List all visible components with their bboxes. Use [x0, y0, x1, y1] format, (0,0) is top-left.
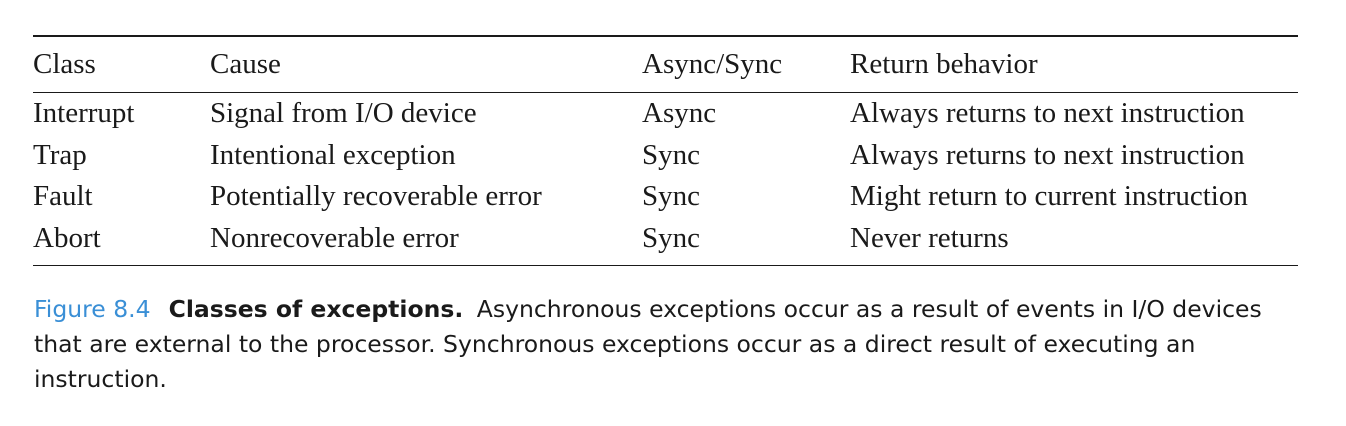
table-row: Fault Potentially recoverable error Sync… — [33, 176, 1298, 218]
table-row: Trap Intentional exception Sync Always r… — [33, 135, 1298, 177]
header-cause: Cause — [210, 48, 281, 80]
figure-title: Classes of exceptions. — [168, 295, 464, 323]
table-row: Abort Nonrecoverable error Sync Never re… — [33, 218, 1298, 260]
cell-async-sync: Sync — [642, 138, 700, 171]
cell-class: Interrupt — [33, 97, 135, 130]
figure-caption: Figure 8.4 Classes of exceptions. Asynchr… — [34, 292, 1264, 397]
exception-classes-table-body: Interrupt Signal from I/O device Async A… — [33, 93, 1298, 259]
cell-return-behavior: Might return to current instruction — [850, 180, 1248, 213]
figure-label: Figure 8.4 — [34, 295, 151, 323]
cell-async-sync: Sync — [642, 180, 700, 213]
exception-classes-table-wrap: Class Cause Async/Sync Return behavior I… — [33, 35, 1298, 266]
table-header-row: Class Cause Async/Sync Return behavior — [33, 37, 1298, 92]
cell-return-behavior: Always returns to next instruction — [850, 97, 1245, 130]
exception-classes-table: Class Cause Async/Sync Return behavior — [33, 37, 1298, 92]
cell-class: Fault — [33, 180, 93, 213]
cell-return-behavior: Always returns to next instruction — [850, 138, 1245, 171]
cell-cause: Nonrecoverable error — [210, 221, 459, 254]
table-bottom-rule — [33, 265, 1298, 266]
header-async-sync: Async/Sync — [642, 48, 783, 80]
header-return-behavior: Return behavior — [850, 48, 1038, 80]
table-top-rule — [33, 35, 1298, 37]
figure-caption-text: Asynchronous exceptions occur as a resul… — [34, 295, 1262, 393]
cell-async-sync: Sync — [642, 221, 700, 254]
cell-cause: Intentional exception — [210, 138, 456, 171]
cell-class: Abort — [33, 221, 101, 254]
cell-class: Trap — [33, 138, 87, 171]
cell-async-sync: Async — [642, 97, 717, 130]
table-header-rule — [33, 92, 1298, 93]
cell-cause: Signal from I/O device — [210, 97, 477, 130]
cell-return-behavior: Never returns — [850, 221, 1009, 254]
header-class: Class — [33, 48, 96, 80]
cell-cause: Potentially recoverable error — [210, 180, 542, 213]
table-row: Interrupt Signal from I/O device Async A… — [33, 93, 1298, 135]
